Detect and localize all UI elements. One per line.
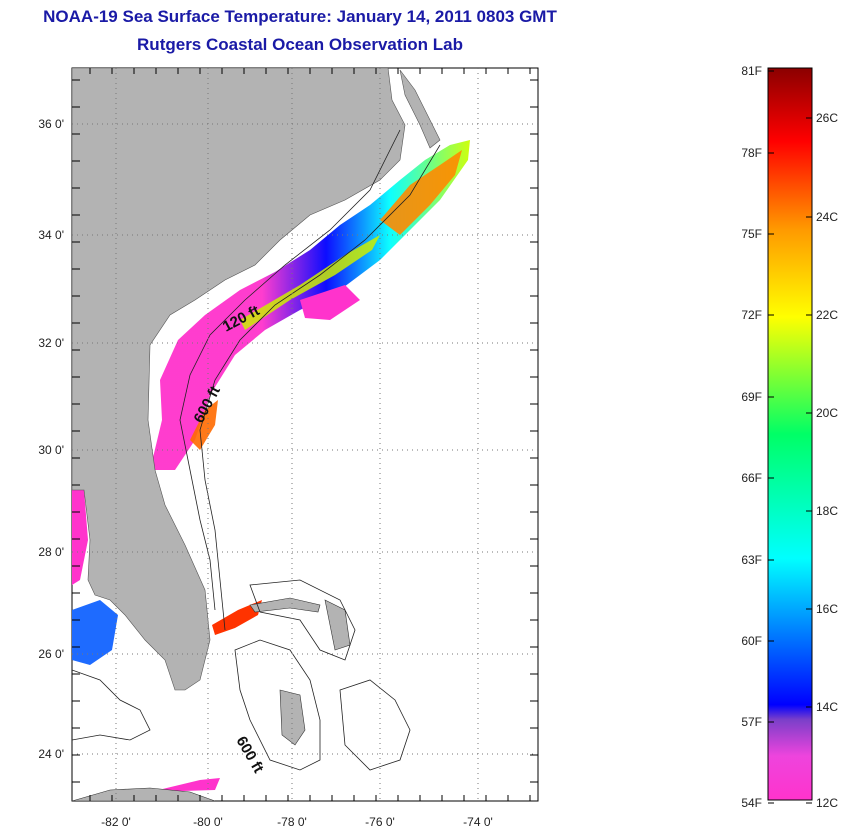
colorbar-celsius-labels: 26C 24C 22C 20C 18C 16C 14C 12C bbox=[806, 111, 838, 810]
lat-label: 34 0' bbox=[38, 228, 64, 242]
lat-label: 28 0' bbox=[38, 545, 64, 559]
gulf-stream-south bbox=[190, 400, 218, 450]
bahamas-bank-contour-3 bbox=[339, 679, 411, 771]
lat-label: 24 0' bbox=[38, 747, 64, 761]
land-mainland bbox=[72, 68, 406, 691]
contour-120ft bbox=[179, 129, 401, 611]
colorbar-c-label: 20C bbox=[816, 406, 838, 420]
colorbar-f-label: 72F bbox=[741, 308, 762, 322]
lat-label: 36 0' bbox=[38, 117, 64, 131]
chart-subtitle: Rutgers Coastal Ocean Observation Lab bbox=[137, 35, 463, 54]
colorbar-c-label: 18C bbox=[816, 504, 838, 518]
gulf-coast-cool bbox=[72, 600, 118, 665]
gulf-stream bbox=[380, 150, 462, 235]
bahamas-bank-contour bbox=[234, 639, 321, 771]
keys-strip bbox=[150, 778, 220, 792]
green-yellow-front bbox=[240, 235, 380, 330]
colorbar-c-label: 12C bbox=[816, 796, 838, 810]
chart-title: NOAA-19 Sea Surface Temperature: January… bbox=[43, 7, 557, 26]
lon-label: -78 0' bbox=[277, 815, 307, 829]
colorbar-f-label: 69F bbox=[741, 390, 762, 404]
gulf-contour bbox=[72, 669, 151, 741]
colorbar-c-label: 26C bbox=[816, 111, 838, 125]
contour-600ft bbox=[199, 144, 441, 631]
longitude-labels: -82 0' -80 0' -78 0' -76 0' -74 0' bbox=[101, 815, 493, 829]
colorbar-f-label: 54F bbox=[741, 796, 762, 810]
lon-label: -76 0' bbox=[365, 815, 395, 829]
colorbar-f-label: 57F bbox=[741, 715, 762, 729]
bahamas-grand bbox=[249, 597, 321, 613]
colorbar-c-label: 24C bbox=[816, 210, 838, 224]
colorbar-c-label: 16C bbox=[816, 602, 838, 616]
colorbar-f-label: 75F bbox=[741, 227, 762, 241]
latitude-labels: 36 0' 34 0' 32 0' 30 0' 28 0' 26 0' 24 0' bbox=[38, 117, 64, 761]
lat-label: 30 0' bbox=[38, 443, 64, 457]
lat-label: 32 0' bbox=[38, 336, 64, 350]
lat-label: 26 0' bbox=[38, 647, 64, 661]
pink-patch bbox=[300, 285, 360, 320]
colorbar-fahrenheit-labels: 81F 78F 75F 72F 69F 66F 63F 60F 57F 54F bbox=[741, 64, 774, 810]
lon-label: -80 0' bbox=[193, 815, 223, 829]
colorbar-f-label: 81F bbox=[741, 64, 762, 78]
bahamas-bank-contour-2 bbox=[249, 579, 356, 661]
graticule bbox=[72, 68, 538, 801]
gulf-coast-pink bbox=[72, 490, 88, 585]
cuba bbox=[72, 787, 216, 801]
bahamas-andros bbox=[279, 689, 306, 746]
lon-label: -82 0' bbox=[101, 815, 131, 829]
outer-banks bbox=[399, 69, 441, 149]
colorbar-f-label: 78F bbox=[741, 146, 762, 160]
colorbar bbox=[767, 67, 813, 801]
colorbar-c-label: 22C bbox=[816, 308, 838, 322]
colorbar-f-label: 63F bbox=[741, 553, 762, 567]
bahamas-abaco bbox=[324, 599, 351, 651]
lon-label: -74 0' bbox=[463, 815, 493, 829]
colorbar-f-label: 66F bbox=[741, 471, 762, 485]
colorbar-f-label: 60F bbox=[741, 634, 762, 648]
frame-ticks bbox=[72, 68, 538, 801]
colorbar-c-label: 14C bbox=[816, 700, 838, 714]
